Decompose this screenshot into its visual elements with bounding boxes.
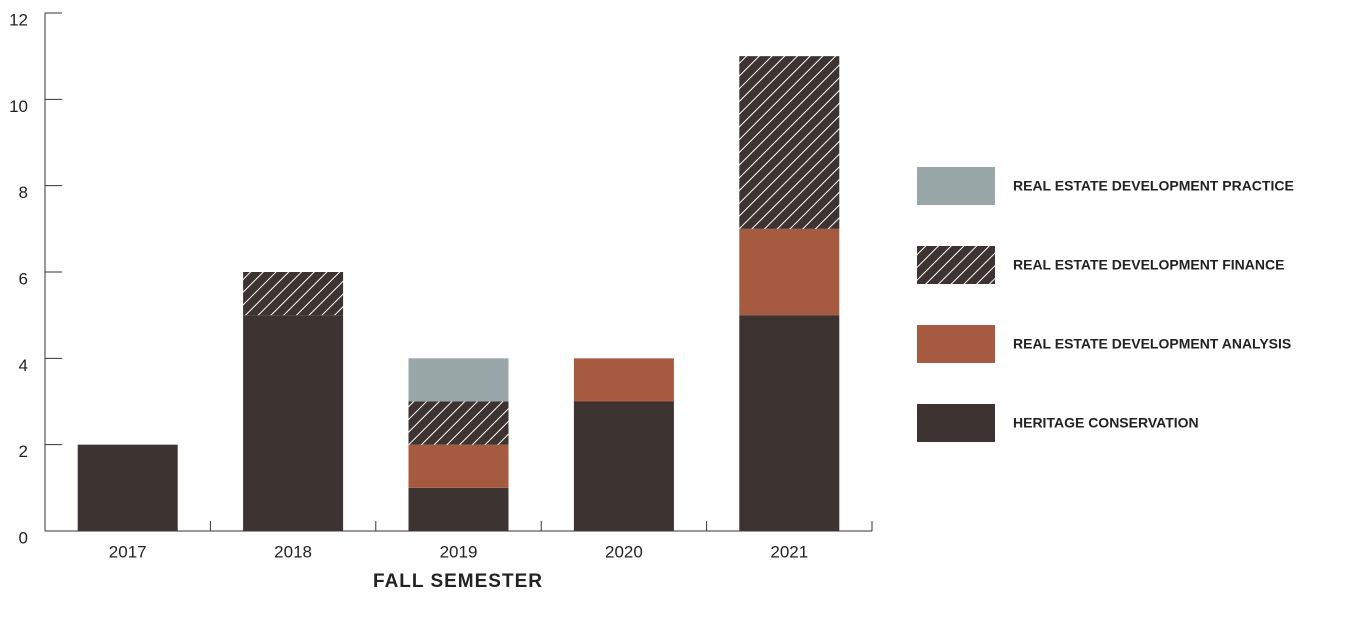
bar-segment	[739, 228, 840, 316]
bar-segment	[408, 401, 509, 445]
bar-segment	[739, 56, 840, 229]
x-tick-label: 2021	[770, 542, 808, 561]
bar-segment	[739, 315, 840, 531]
bar-segment	[408, 487, 509, 531]
legend-label: HERITAGE CONSERVATION	[1013, 415, 1199, 431]
y-tick-label: 6	[19, 269, 28, 288]
bar-segment	[573, 358, 674, 402]
legend-label: REAL ESTATE DEVELOPMENT FINANCE	[1013, 257, 1284, 273]
legend-swatch	[917, 246, 995, 284]
x-tick-label: 2019	[440, 542, 478, 561]
bar-segment	[408, 444, 509, 488]
legend-label: REAL ESTATE DEVELOPMENT PRACTICE	[1013, 178, 1294, 194]
x-tick-label: 2017	[109, 542, 147, 561]
legend-swatch	[917, 325, 995, 363]
y-tick-label: 10	[9, 97, 28, 116]
y-tick-label: 2	[19, 442, 28, 461]
legend-swatch	[917, 167, 995, 205]
bar-segment	[243, 272, 344, 316]
bar-segment	[573, 401, 674, 531]
legend-label: REAL ESTATE DEVELOPMENT ANALYSIS	[1013, 336, 1291, 352]
x-tick-label: 2020	[605, 542, 643, 561]
y-tick-label: 8	[19, 183, 28, 202]
y-tick-label: 4	[19, 356, 28, 375]
bar-segment	[77, 444, 178, 531]
bar-segment	[243, 315, 344, 531]
x-tick-label: 2018	[274, 542, 312, 561]
bar-segment	[408, 358, 509, 402]
legend-swatch	[917, 404, 995, 442]
y-tick-label: 0	[19, 528, 28, 547]
x-axis-label: FALL SEMESTER	[373, 571, 543, 592]
y-tick-label: 12	[9, 10, 28, 29]
